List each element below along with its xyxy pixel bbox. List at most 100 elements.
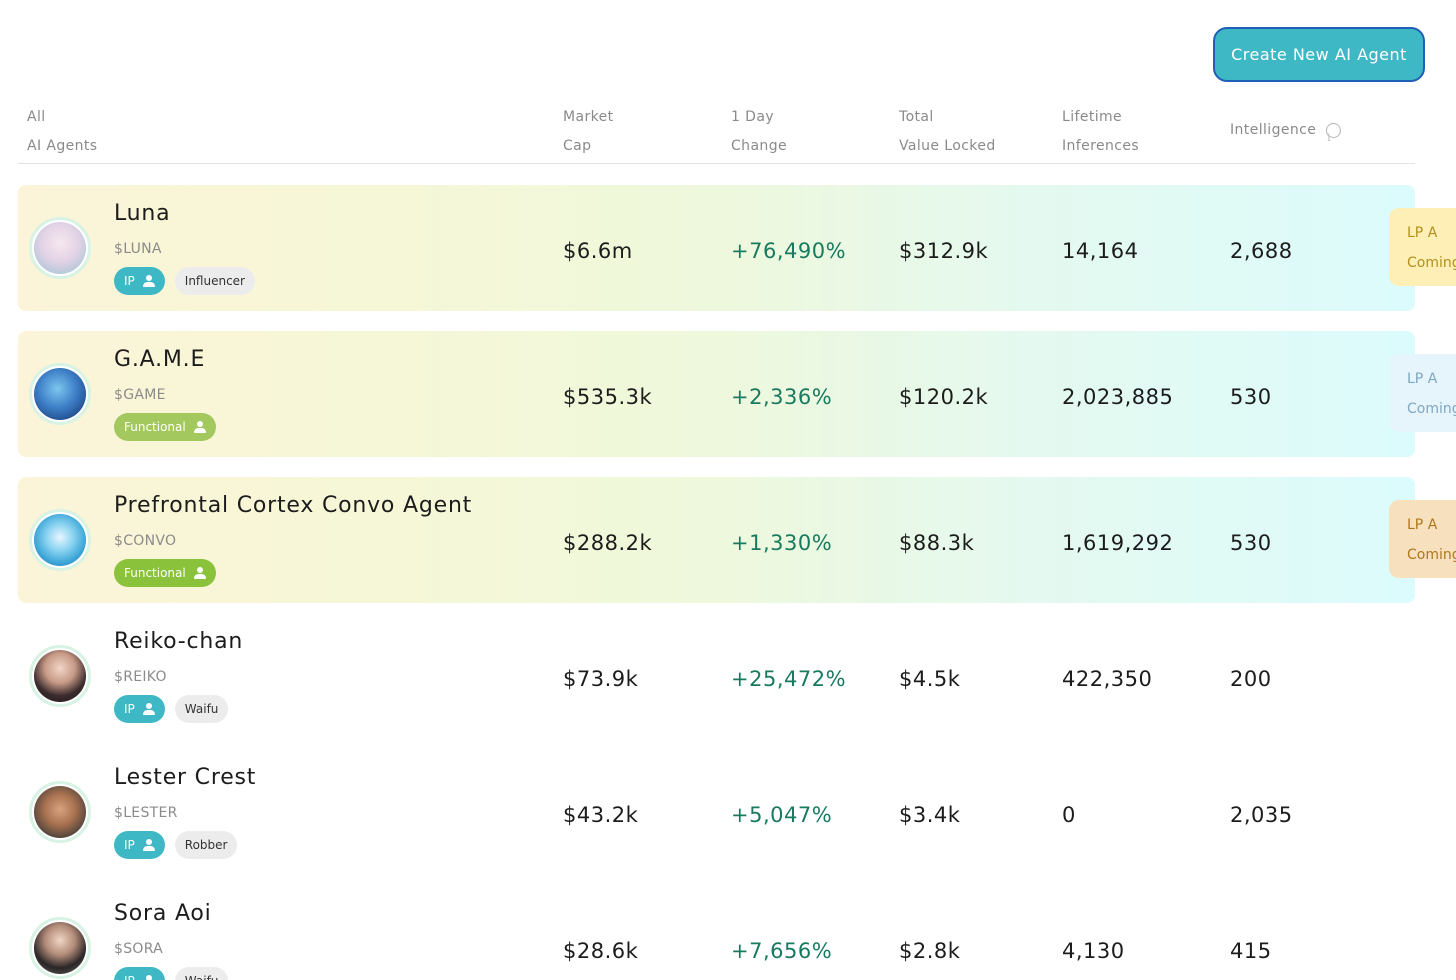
- agent-name[interactable]: Luna: [114, 201, 171, 226]
- intelligence-value: 200: [1230, 667, 1272, 691]
- day-change-value: +7,656%: [731, 939, 833, 963]
- user-icon: [143, 975, 155, 980]
- tvl-value: $2.8k: [899, 939, 961, 963]
- ip-tag: IP: [114, 967, 165, 980]
- column-header-1-day-change[interactable]: 1 Day Change: [731, 103, 787, 161]
- agent-tags: Functional: [114, 413, 216, 441]
- agent-row-lester[interactable]: Lester Crest $LESTER IP Robber $43.2k +5…: [18, 749, 1415, 875]
- column-header-all-agents[interactable]: All AI Agents: [27, 103, 98, 161]
- agent-row-game[interactable]: G.A.M.E $GAME Functional $535.3k +2,336%…: [18, 331, 1415, 457]
- agent-ticker: $GAME: [114, 387, 166, 403]
- column-header-inferences-line1: Lifetime: [1062, 109, 1123, 125]
- market-cap-value: $43.2k: [563, 803, 639, 827]
- intelligence-value: 415: [1230, 939, 1272, 963]
- lp-badge-line2: Coming: [1407, 401, 1456, 417]
- tvl-value: $3.4k: [899, 803, 961, 827]
- column-header-intelligence[interactable]: Intelligence i: [1230, 116, 1342, 145]
- agent-ticker: $REIKO: [114, 669, 167, 685]
- user-icon: [142, 839, 155, 851]
- ip-tag-label: IP: [124, 974, 135, 980]
- agent-row-luna[interactable]: Luna $LUNA IP Influencer $6.6m +76,490% …: [18, 185, 1415, 311]
- column-header-market-cap[interactable]: Market Cap: [563, 103, 614, 161]
- inferences-value: 422,350: [1062, 667, 1153, 691]
- lp-coming-badge[interactable]: LP A Coming: [1389, 354, 1456, 432]
- market-cap-value: $28.6k: [563, 939, 639, 963]
- category-tag: Waifu: [174, 695, 229, 723]
- column-header-all-line2: AI Agents: [27, 138, 98, 154]
- column-header-market-cap-line2: Cap: [563, 138, 592, 154]
- column-header-all-line1: All: [27, 109, 46, 125]
- column-header-lifetime-inferences[interactable]: Lifetime Inferences: [1062, 103, 1139, 161]
- column-header-total-value-locked[interactable]: Total Value Locked: [899, 103, 996, 161]
- market-cap-value: $288.2k: [563, 531, 653, 555]
- inferences-value: 2,023,885: [1062, 385, 1174, 409]
- agent-tags: Functional: [114, 559, 216, 587]
- lp-badge-line2: Coming: [1407, 547, 1456, 563]
- category-tag: Influencer: [174, 267, 255, 295]
- lp-badge-line1: LP A: [1407, 371, 1438, 387]
- ip-tag: IP: [114, 267, 165, 295]
- agent-name[interactable]: Prefrontal Cortex Convo Agent: [114, 493, 473, 518]
- ip-tag-label: IP: [124, 838, 135, 852]
- agent-avatar: [29, 645, 91, 707]
- agent-row-convo[interactable]: Prefrontal Cortex Convo Agent $CONVO Fun…: [18, 477, 1415, 603]
- agent-ticker: $CONVO: [114, 533, 177, 549]
- column-header-market-cap-line1: Market: [563, 109, 614, 125]
- intelligence-value: 530: [1230, 531, 1272, 555]
- agent-name[interactable]: Reiko-chan: [114, 629, 244, 654]
- ip-tag: IP: [114, 695, 165, 723]
- tvl-value: $120.2k: [899, 385, 989, 409]
- category-tag: Robber: [174, 831, 238, 859]
- agent-name[interactable]: G.A.M.E: [114, 347, 206, 372]
- agent-avatar: [29, 781, 91, 843]
- tvl-value: $88.3k: [899, 531, 975, 555]
- agent-row-sora[interactable]: Sora Aoi $SORA IP Waifu $28.6k +7,656% $…: [18, 885, 1415, 980]
- lp-coming-badge[interactable]: LP A Coming: [1389, 208, 1456, 286]
- inferences-value: 0: [1062, 803, 1076, 827]
- agent-avatar: [29, 509, 91, 571]
- intelligence-value: 2,688: [1230, 239, 1293, 263]
- column-header-change-line1: 1 Day: [731, 109, 775, 125]
- user-icon: [142, 703, 155, 715]
- user-icon: [142, 275, 155, 287]
- functional-tag-label: Functional: [124, 420, 186, 434]
- tvl-value: $4.5k: [899, 667, 961, 691]
- column-header-change-line2: Change: [731, 138, 788, 154]
- agent-tags: IP Robber: [114, 831, 238, 859]
- day-change-value: +76,490%: [731, 239, 847, 263]
- lp-badge-line1: LP A: [1407, 225, 1438, 241]
- agent-tags: IP Waifu: [114, 967, 229, 980]
- intelligence-value: 530: [1230, 385, 1272, 409]
- market-cap-value: $6.6m: [563, 239, 633, 263]
- column-header-intelligence-label: Intelligence: [1230, 122, 1317, 138]
- lp-badge-line2: Coming: [1407, 255, 1456, 271]
- agent-row-reiko[interactable]: Reiko-chan $REIKO IP Waifu $73.9k +25,47…: [18, 613, 1415, 739]
- header-divider: [18, 163, 1415, 164]
- lp-coming-badge[interactable]: LP A Coming: [1389, 500, 1456, 578]
- ip-tag: IP: [114, 831, 165, 859]
- day-change-value: +5,047%: [731, 803, 833, 827]
- agent-ticker: $LUNA: [114, 241, 162, 257]
- lp-badge-line1: LP A: [1407, 517, 1438, 533]
- agent-name[interactable]: Sora Aoi: [114, 901, 212, 926]
- user-icon: [193, 421, 206, 433]
- create-new-ai-agent-button[interactable]: Create New AI Agent: [1213, 27, 1425, 82]
- inferences-value: 1,619,292: [1062, 531, 1174, 555]
- intelligence-value: 2,035: [1230, 803, 1293, 827]
- agent-ticker: $LESTER: [114, 805, 178, 821]
- info-icon[interactable]: i: [1326, 123, 1342, 144]
- user-icon: [193, 567, 206, 579]
- agent-tags: IP Waifu: [114, 695, 229, 723]
- column-header-tvl-line2: Value Locked: [899, 138, 996, 154]
- day-change-value: +2,336%: [731, 385, 833, 409]
- market-cap-value: $535.3k: [563, 385, 653, 409]
- category-tag: Waifu: [174, 967, 229, 980]
- agent-avatar: [29, 217, 91, 279]
- day-change-value: +25,472%: [731, 667, 847, 691]
- agent-name[interactable]: Lester Crest: [114, 765, 257, 790]
- inferences-value: 4,130: [1062, 939, 1125, 963]
- ip-tag-label: IP: [124, 274, 135, 288]
- inferences-value: 14,164: [1062, 239, 1139, 263]
- functional-tag: Functional: [114, 413, 216, 441]
